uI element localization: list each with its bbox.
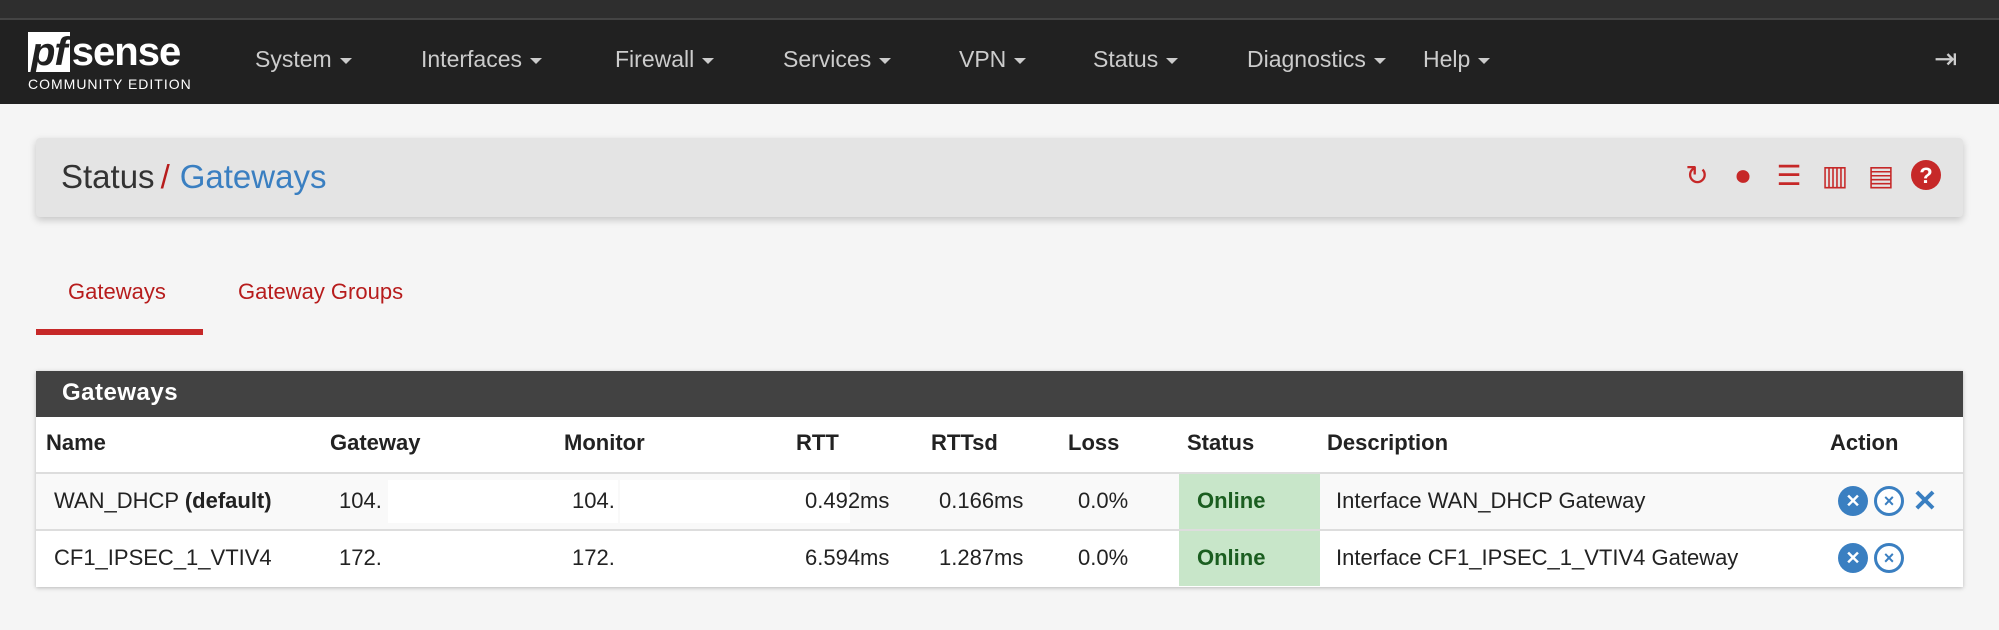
bar-chart-icon[interactable]: ▥ bbox=[1821, 160, 1849, 191]
nav-system[interactable]: System bbox=[255, 46, 352, 73]
nav-label: Interfaces bbox=[421, 46, 522, 72]
status-cell bbox=[1179, 474, 1320, 529]
rttsd-value: 1.287ms bbox=[939, 545, 1024, 570]
nav-label: Firewall bbox=[615, 46, 695, 72]
col-status: Status bbox=[1187, 430, 1255, 455]
nav-label: Status bbox=[1093, 46, 1159, 72]
caret-down-icon bbox=[702, 57, 715, 64]
active-tab-indicator bbox=[36, 329, 203, 335]
tab-gateway-groups[interactable]: Gateway Groups bbox=[238, 279, 404, 304]
monitor-ip: 172. bbox=[572, 545, 615, 570]
table-header: Name Gateway Monitor RTT RTTsd Loss Stat… bbox=[36, 417, 1963, 472]
panel-title: Gateways bbox=[36, 371, 1963, 417]
logout-icon[interactable]: ⇥ bbox=[1934, 43, 1958, 74]
redacted-box bbox=[620, 480, 850, 523]
nav-diagnostics[interactable]: Diagnostics bbox=[1247, 46, 1386, 73]
list-icon[interactable]: ▤ bbox=[1867, 160, 1895, 191]
delete-icon[interactable]: ✕ bbox=[1912, 484, 1938, 518]
col-loss: Loss bbox=[1068, 430, 1120, 455]
col-action: Action bbox=[1830, 430, 1899, 455]
help-icon[interactable]: ? bbox=[1911, 160, 1941, 190]
nav-label: Services bbox=[783, 46, 872, 72]
breadcrumb: Status / Gateways bbox=[61, 158, 326, 196]
rtt-value: 0.492ms bbox=[805, 488, 890, 513]
refresh-icon[interactable]: ↻ bbox=[1685, 160, 1709, 191]
browser-chrome bbox=[0, 0, 1999, 20]
stop-circle-icon[interactable]: ⏺ bbox=[1735, 160, 1750, 191]
gateway-name: WAN_DHCP (default) bbox=[54, 488, 272, 514]
gateway-name: CF1_IPSEC_1_VTIV4 bbox=[54, 545, 272, 570]
gateways-panel: Gateways Name Gateway Monitor RTT RTTsd … bbox=[36, 371, 1963, 587]
col-gateway: Gateway bbox=[330, 430, 421, 455]
breadcrumb-parent: Status bbox=[61, 158, 155, 195]
redacted-box bbox=[388, 480, 618, 523]
kill-states-icon[interactable]: × bbox=[1874, 543, 1904, 573]
caret-down-icon bbox=[1478, 57, 1491, 64]
disable-icon[interactable]: ✕ bbox=[1838, 543, 1868, 573]
col-name: Name bbox=[46, 430, 106, 455]
breadcrumb-bar: Status / Gateways ↻ ⏺ ☰ ▥ ▤ ? bbox=[36, 138, 1963, 217]
caret-down-icon bbox=[1014, 57, 1027, 64]
pfsense-logo[interactable]: pf sense COMMUNITY EDITION bbox=[28, 32, 192, 92]
breadcrumb-current[interactable]: Gateways bbox=[179, 158, 327, 195]
table-row: CF1_IPSEC_1_VTIV4 172. 172. 6.594ms 1.28… bbox=[36, 529, 1963, 586]
status-cell bbox=[1179, 531, 1320, 586]
breadcrumb-separator: / bbox=[160, 158, 170, 195]
nav-help[interactable]: Help bbox=[1423, 46, 1491, 73]
navbar: pf sense COMMUNITY EDITION System Interfa… bbox=[0, 20, 1999, 104]
caret-down-icon bbox=[1373, 57, 1386, 64]
disable-icon[interactable]: ✕ bbox=[1838, 486, 1868, 516]
monitor-ip: 104. bbox=[572, 488, 615, 513]
default-label: (default) bbox=[184, 488, 272, 513]
nav-label: VPN bbox=[959, 46, 1007, 72]
name-text: WAN_DHCP bbox=[54, 488, 179, 513]
caret-down-icon bbox=[1166, 57, 1179, 64]
nav-label: System bbox=[255, 46, 332, 72]
caret-down-icon bbox=[339, 57, 352, 64]
col-rtt: RTT bbox=[796, 430, 839, 455]
nav-interfaces[interactable]: Interfaces bbox=[421, 46, 542, 73]
gateway-ip: 172. bbox=[339, 545, 382, 570]
status-badge: Online bbox=[1197, 488, 1266, 513]
rttsd-value: 0.166ms bbox=[939, 488, 1024, 513]
tab-gateways[interactable]: Gateways bbox=[68, 279, 166, 304]
caret-down-icon bbox=[530, 57, 542, 64]
nav-label: Diagnostics bbox=[1247, 46, 1366, 72]
sliders-icon[interactable]: ☰ bbox=[1776, 160, 1802, 191]
col-monitor: Monitor bbox=[564, 430, 645, 455]
table-row: WAN_DHCP (default) 104. 104. 0.492ms 0.1… bbox=[36, 472, 1963, 529]
nav-status[interactable]: Status bbox=[1093, 46, 1179, 73]
nav-label: Help bbox=[1423, 46, 1471, 72]
kill-states-icon[interactable]: × bbox=[1874, 486, 1904, 516]
logo-pf: pf bbox=[28, 32, 70, 72]
nav-firewall[interactable]: Firewall bbox=[615, 46, 715, 73]
gateway-ip: 104. bbox=[339, 488, 382, 513]
status-badge: Online bbox=[1197, 545, 1266, 570]
loss-value: 0.0% bbox=[1078, 545, 1129, 570]
caret-down-icon bbox=[879, 57, 892, 64]
logo-edition: COMMUNITY EDITION bbox=[28, 76, 192, 92]
loss-value: 0.0% bbox=[1078, 488, 1129, 513]
logo-sense: sense bbox=[71, 30, 181, 74]
nav-vpn[interactable]: VPN bbox=[959, 46, 1027, 73]
nav-services[interactable]: Services bbox=[783, 46, 892, 73]
col-description: Description bbox=[1327, 430, 1449, 455]
description: Interface CF1_IPSEC_1_VTIV4 Gateway bbox=[1336, 545, 1739, 570]
col-rttsd: RTTsd bbox=[931, 430, 998, 455]
rtt-value: 6.594ms bbox=[805, 545, 890, 570]
description: Interface WAN_DHCP Gateway bbox=[1336, 488, 1646, 513]
